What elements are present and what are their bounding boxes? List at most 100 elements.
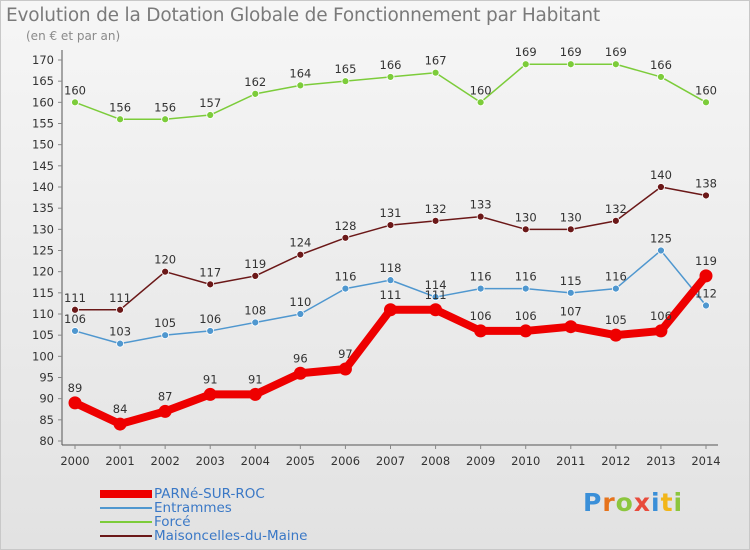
- data-point-parn-sur-roc: [203, 387, 217, 401]
- data-point-maisoncelles-du-maine: [251, 271, 260, 280]
- data-point-parn-sur-roc: [293, 366, 307, 380]
- data-point-entrammes: [566, 288, 575, 297]
- data-label-parn-sur-roc: 87: [158, 389, 173, 403]
- data-point-forc-: [521, 60, 530, 69]
- data-point-entrammes: [116, 339, 124, 348]
- data-label-parn-sur-roc: 89: [68, 381, 83, 395]
- data-label-parn-sur-roc: 107: [560, 305, 582, 319]
- data-label-parn-sur-roc: 91: [248, 372, 263, 386]
- data-label-maisoncelles-du-maine: 138: [695, 176, 717, 190]
- x-tick-label: 2009: [466, 454, 495, 468]
- data-label-parn-sur-roc: 106: [650, 309, 672, 323]
- data-label-entrammes: 116: [515, 270, 537, 284]
- data-label-forc-: 160: [470, 83, 492, 97]
- data-point-entrammes: [161, 331, 170, 340]
- data-label-entrammes: 114: [425, 278, 447, 292]
- data-label-forc-: 169: [515, 45, 537, 59]
- data-label-maisoncelles-du-maine: 111: [109, 291, 131, 305]
- y-tick-label: 125: [32, 244, 54, 258]
- y-tick-label: 170: [32, 53, 54, 67]
- data-label-entrammes: 115: [560, 274, 582, 288]
- data-point-parn-sur-roc: [248, 387, 262, 401]
- y-tick-label: 155: [32, 117, 54, 131]
- data-label-forc-: 167: [425, 54, 447, 68]
- data-point-entrammes: [386, 276, 395, 285]
- data-label-parn-sur-roc: 106: [515, 309, 537, 323]
- data-point-maisoncelles-du-maine: [71, 305, 79, 314]
- data-label-parn-sur-roc: 105: [605, 313, 627, 327]
- data-label-parn-sur-roc: 91: [203, 372, 218, 386]
- legend-swatch-force: [100, 521, 152, 523]
- data-point-forc-: [611, 60, 620, 69]
- data-point-forc-: [386, 73, 395, 81]
- data-point-parn-sur-roc: [338, 362, 352, 376]
- legend-swatch-parne-sur-roc: [100, 490, 152, 498]
- data-point-parn-sur-roc: [68, 396, 82, 410]
- data-point-maisoncelles-du-maine: [657, 183, 665, 191]
- data-point-entrammes: [431, 293, 440, 301]
- x-tick-label: 2006: [331, 454, 360, 468]
- legend-label-parne-sur-roc: PARNé-SUR-ROC: [154, 486, 265, 502]
- data-label-parn-sur-roc: 111: [380, 288, 402, 302]
- data-point-entrammes: [296, 310, 305, 318]
- data-point-maisoncelles-du-maine: [161, 267, 170, 276]
- data-label-entrammes: 106: [64, 312, 86, 326]
- data-label-maisoncelles-du-maine: 111: [64, 291, 86, 305]
- data-point-entrammes: [251, 318, 260, 327]
- data-point-parn-sur-roc: [158, 404, 172, 418]
- y-tick-label: 135: [32, 201, 54, 215]
- data-point-parn-sur-roc: [654, 324, 668, 338]
- brand-letter: x: [633, 488, 651, 517]
- data-label-parn-sur-roc: 97: [338, 347, 353, 361]
- data-point-entrammes: [71, 327, 79, 335]
- y-tick-label: 145: [32, 159, 54, 173]
- data-point-entrammes: [206, 327, 215, 335]
- data-label-forc-: 156: [154, 100, 176, 114]
- x-tick-label: 2012: [601, 454, 630, 468]
- data-point-entrammes: [611, 284, 620, 293]
- data-point-maisoncelles-du-maine: [386, 221, 395, 230]
- legend-swatch-maisoncelles-du-maine: [100, 535, 152, 537]
- data-label-forc-: 162: [244, 75, 266, 89]
- data-point-forc-: [251, 89, 260, 98]
- data-point-maisoncelles-du-maine: [702, 191, 710, 200]
- y-tick-label: 115: [32, 286, 54, 300]
- legend-swatch-entrammes: [100, 507, 152, 509]
- data-label-parn-sur-roc: 96: [293, 351, 308, 365]
- data-label-entrammes: 116: [470, 270, 492, 284]
- y-tick-label: 105: [32, 328, 54, 342]
- data-point-forc-: [702, 98, 710, 107]
- y-tick-label: 90: [39, 392, 54, 406]
- data-point-entrammes: [657, 246, 665, 255]
- x-tick-label: 2008: [421, 454, 450, 468]
- legend-label-entrammes: Entrammes: [154, 500, 232, 516]
- data-point-forc-: [341, 77, 350, 86]
- x-tick-label: 2003: [196, 454, 225, 468]
- x-tick-label: 2011: [556, 454, 585, 468]
- data-label-maisoncelles-du-maine: 131: [380, 206, 402, 220]
- data-label-maisoncelles-du-maine: 130: [515, 210, 537, 224]
- data-label-maisoncelles-du-maine: 128: [334, 219, 356, 233]
- data-point-entrammes: [521, 284, 530, 293]
- brand-letter: t: [660, 488, 674, 517]
- brand-logo: Proxiti: [583, 488, 683, 517]
- data-label-maisoncelles-du-maine: 132: [605, 202, 627, 216]
- data-point-parn-sur-roc: [429, 303, 443, 317]
- chart-subtitle: (en € et par an): [26, 29, 121, 43]
- x-tick-label: 2001: [105, 454, 134, 468]
- x-tick-label: 2000: [60, 454, 89, 468]
- data-point-entrammes: [341, 284, 350, 293]
- data-point-forc-: [566, 60, 575, 69]
- data-point-forc-: [161, 115, 170, 124]
- data-point-parn-sur-roc: [113, 417, 127, 431]
- y-tick-label: 150: [32, 138, 54, 152]
- data-label-forc-: 166: [380, 58, 402, 72]
- y-tick-label: 120: [32, 265, 54, 279]
- data-label-entrammes: 112: [695, 287, 717, 301]
- data-label-entrammes: 118: [380, 261, 402, 275]
- data-point-forc-: [116, 115, 124, 124]
- data-label-parn-sur-roc: 119: [695, 254, 717, 268]
- data-point-maisoncelles-du-maine: [206, 280, 215, 289]
- y-tick-label: 130: [32, 222, 54, 236]
